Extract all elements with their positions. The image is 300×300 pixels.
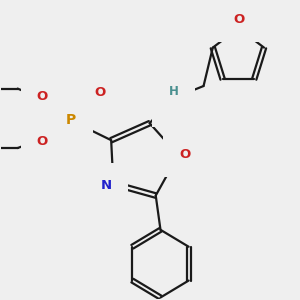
Text: H: H	[169, 85, 178, 98]
Text: O: O	[37, 90, 48, 103]
Text: N: N	[168, 98, 179, 111]
Text: O: O	[37, 90, 48, 103]
Text: O: O	[94, 86, 106, 99]
Text: O: O	[179, 148, 191, 161]
Text: H: H	[169, 85, 178, 98]
Text: O: O	[234, 13, 245, 26]
Text: O: O	[94, 86, 106, 99]
Text: N: N	[168, 97, 179, 110]
Text: N: N	[100, 179, 112, 192]
Text: O: O	[180, 148, 191, 161]
Text: O: O	[37, 134, 48, 148]
Text: O: O	[37, 135, 48, 148]
Text: P: P	[66, 113, 76, 128]
Text: P: P	[66, 113, 76, 128]
Text: O: O	[234, 14, 245, 26]
Text: N: N	[100, 179, 112, 192]
